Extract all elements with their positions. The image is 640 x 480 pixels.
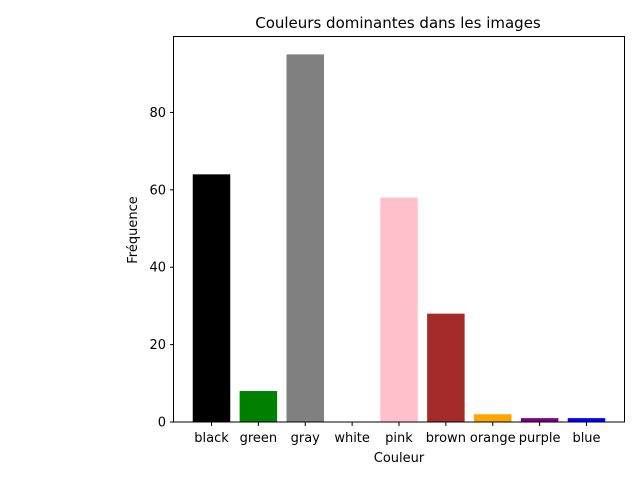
x-tick-label-blue: blue <box>572 431 600 446</box>
bar-orange <box>474 414 512 422</box>
x-tick-label-white: white <box>334 431 370 446</box>
bar-pink <box>380 197 418 422</box>
bar-black <box>192 174 231 422</box>
chart-title: Couleurs dominantes dans les images <box>255 14 541 32</box>
x-tick-label-green: green <box>240 431 278 446</box>
bar-gray <box>286 54 324 422</box>
y-axis-label: Fréquence <box>126 196 141 263</box>
x-axis: black green gray white pink brown orange purple… <box>194 422 601 446</box>
bars-group <box>192 54 606 422</box>
bar-brown <box>427 313 465 422</box>
y-tick-label-40: 40 <box>149 261 166 276</box>
x-axis-label: Couleur <box>374 451 425 466</box>
y-tick-label-80: 80 <box>149 106 166 121</box>
x-tick-label-orange: orange <box>470 431 516 446</box>
bar-green <box>239 391 278 422</box>
x-tick-label-brown: brown <box>426 431 466 446</box>
y-tick-label-0: 0 <box>158 416 166 431</box>
x-tick-label-purple: purple <box>519 431 561 446</box>
y-tick-label-20: 20 <box>149 338 166 353</box>
bar-purple <box>520 418 559 422</box>
bar-blue <box>567 418 606 422</box>
x-tick-label-gray: gray <box>291 431 321 446</box>
x-tick-label-pink: pink <box>385 431 413 446</box>
y-tick-label-60: 60 <box>149 183 166 198</box>
y-axis: 0 20 40 60 80 <box>149 106 174 431</box>
x-tick-label-black: black <box>194 431 229 446</box>
